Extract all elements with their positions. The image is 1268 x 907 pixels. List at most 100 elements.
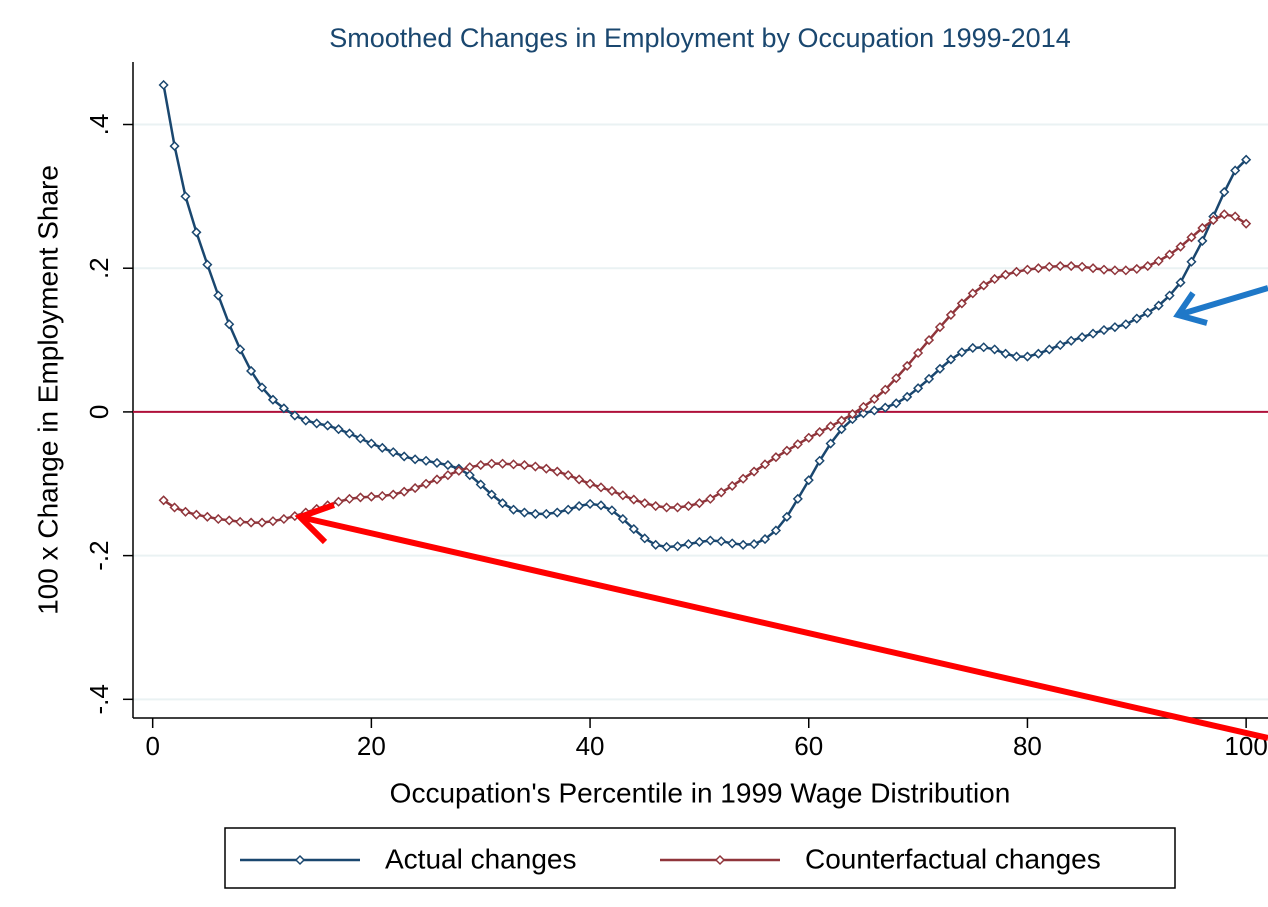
data-point xyxy=(519,507,530,518)
data-point xyxy=(431,457,443,468)
data-point xyxy=(311,418,322,429)
data-point xyxy=(1109,265,1120,276)
data-point xyxy=(923,335,935,346)
data-point xyxy=(683,539,694,550)
data-point xyxy=(574,500,585,512)
data-point xyxy=(344,493,355,504)
data-point xyxy=(672,541,683,552)
data-point xyxy=(464,470,475,481)
data-point xyxy=(442,460,453,471)
x-tick-label: 80 xyxy=(1013,731,1042,761)
data-point xyxy=(333,424,344,435)
data-point xyxy=(180,191,191,202)
data-point xyxy=(967,288,978,299)
data-point xyxy=(508,459,519,470)
legend-marker xyxy=(294,854,306,866)
x-tick-label: 40 xyxy=(576,731,605,761)
data-point xyxy=(628,523,639,535)
blue-arrow xyxy=(1177,285,1268,318)
data-point xyxy=(388,489,399,500)
plot-area: -.4-.20.2.40 20 40 60 80 100 xyxy=(84,62,1268,761)
data-point xyxy=(913,347,924,359)
data-point xyxy=(814,426,825,438)
data-point xyxy=(486,458,497,469)
data-point xyxy=(781,511,792,522)
data-point xyxy=(617,513,628,525)
data-point xyxy=(792,439,803,450)
data-point xyxy=(431,474,443,485)
data-point xyxy=(541,463,552,474)
data-point xyxy=(235,516,246,527)
data-point xyxy=(1142,307,1153,318)
data-point xyxy=(1098,324,1110,336)
data-point xyxy=(891,373,902,384)
data-point xyxy=(1241,218,1252,229)
data-point xyxy=(519,460,530,471)
data-point xyxy=(606,485,617,497)
x-tick-label: 20 xyxy=(357,731,386,761)
data-point xyxy=(333,496,344,507)
data-point xyxy=(803,432,814,443)
data-point xyxy=(530,461,541,472)
data-point xyxy=(1022,351,1033,362)
data-point xyxy=(617,490,628,501)
data-point xyxy=(475,460,486,471)
series-line xyxy=(162,212,1247,524)
data-point xyxy=(1153,255,1164,267)
data-point xyxy=(1230,165,1241,176)
data-point xyxy=(639,498,650,509)
data-point xyxy=(486,489,497,500)
data-point xyxy=(224,515,235,526)
x-tick-label: 60 xyxy=(794,731,823,761)
data-point xyxy=(727,480,738,491)
data-point xyxy=(792,493,803,504)
data-point xyxy=(880,402,891,413)
data-point xyxy=(256,382,268,393)
data-point xyxy=(1044,344,1055,355)
data-point xyxy=(420,478,432,489)
data-point xyxy=(1153,300,1164,311)
data-point xyxy=(1164,249,1175,260)
data-point xyxy=(1197,222,1208,234)
data-point xyxy=(1241,154,1252,165)
data-point xyxy=(1098,264,1110,275)
legend-label: Counterfactual changes xyxy=(805,843,1101,874)
data-point xyxy=(989,273,1000,285)
data-point xyxy=(738,473,749,484)
data-point xyxy=(1077,261,1088,272)
data-point xyxy=(759,459,771,470)
data-point xyxy=(246,517,257,528)
data-point xyxy=(595,482,607,493)
y-tick-label: -.4 xyxy=(84,684,114,714)
data-point xyxy=(1120,319,1131,330)
data-point xyxy=(1087,328,1099,339)
data-point xyxy=(1011,266,1022,277)
data-point xyxy=(749,466,760,477)
annotations xyxy=(294,285,1268,741)
data-point xyxy=(420,455,432,466)
data-point xyxy=(967,342,978,354)
legend-marker xyxy=(714,854,726,866)
data-point xyxy=(213,290,224,301)
y-tick-label: .2 xyxy=(84,257,114,279)
data-point xyxy=(191,227,202,238)
data-point xyxy=(453,465,464,476)
data-point xyxy=(552,466,563,477)
legend-label: Actual changes xyxy=(385,843,576,874)
y-tick-label: -.2 xyxy=(84,540,114,570)
data-point xyxy=(978,342,989,353)
data-point xyxy=(1033,263,1044,274)
data-point xyxy=(825,421,836,432)
data-point xyxy=(978,280,989,291)
data-point xyxy=(563,504,574,515)
data-point xyxy=(661,541,672,553)
data-point xyxy=(574,474,585,485)
legend: Actual changes Counterfactual changes xyxy=(224,827,1176,889)
data-point xyxy=(1011,351,1022,362)
data-point xyxy=(213,513,224,525)
data-point xyxy=(1055,260,1066,272)
data-point xyxy=(585,498,596,509)
data-point xyxy=(267,394,279,405)
data-point xyxy=(300,415,311,426)
chart-title: Smoothed Changes in Employment by Occupa… xyxy=(329,23,1070,53)
